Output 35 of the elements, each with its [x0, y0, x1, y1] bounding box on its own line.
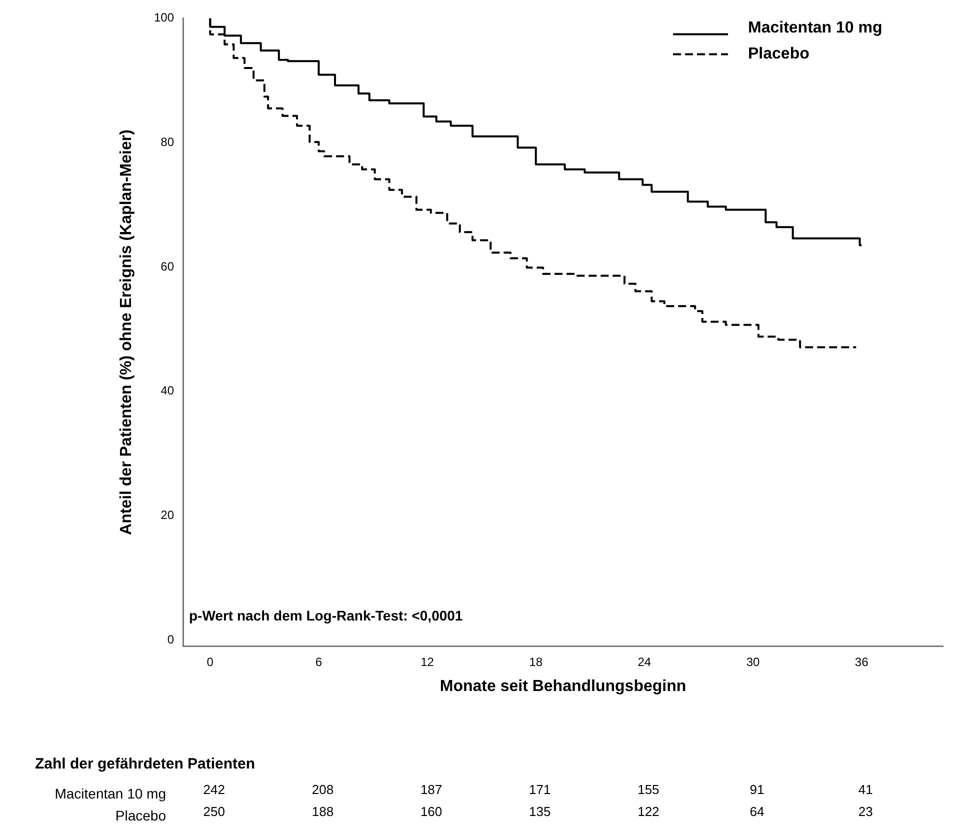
- text: 23: [858, 804, 873, 819]
- text: 135: [529, 804, 551, 819]
- x-tick-label: 18: [529, 654, 543, 669]
- legend-label: Macitentan 10 mg: [748, 20, 882, 37]
- text: 208: [312, 782, 334, 797]
- text: 64: [750, 804, 764, 819]
- x-axis-title: Monate seit Behandlungsbeginn: [440, 678, 686, 695]
- text: 160: [420, 804, 442, 819]
- text: 155: [638, 782, 660, 797]
- y-tick-label: 0: [167, 632, 174, 646]
- text: Macitentan 10 mg: [54, 785, 166, 802]
- y-tick-label: 40: [160, 384, 174, 398]
- text: 242: [203, 782, 225, 797]
- text: 91: [750, 782, 764, 797]
- y-tick-label: 60: [160, 259, 174, 274]
- x-tick-label: 6: [315, 654, 322, 669]
- annotation: p-Wert nach dem Log-Rank-Test: <0,0001: [189, 607, 463, 624]
- y-axis-title: Anteil der Patienten (%) ohne Ereignis (Kaplan-Meier): [118, 130, 136, 535]
- x-tick-label: 24: [638, 654, 652, 669]
- text: 122: [638, 804, 660, 819]
- y-tick-label: 80: [160, 134, 174, 149]
- text: 187: [420, 782, 442, 797]
- text: 188: [312, 804, 334, 819]
- text: 41: [858, 782, 873, 797]
- y-tick-label: 100: [154, 10, 174, 25]
- x-tick-label: 36: [854, 654, 869, 669]
- legend-label: Placebo: [748, 46, 810, 63]
- x-tick-label: 12: [420, 654, 434, 669]
- text: 171: [529, 782, 551, 797]
- text: 250: [203, 804, 225, 819]
- text: Zahl der gefährdeten Patienten: [35, 756, 256, 773]
- y-tick-label: 20: [160, 508, 174, 522]
- x-tick-label: 0: [206, 654, 214, 669]
- text: Placebo: [115, 807, 166, 824]
- x-tick-label: 30: [746, 654, 760, 669]
